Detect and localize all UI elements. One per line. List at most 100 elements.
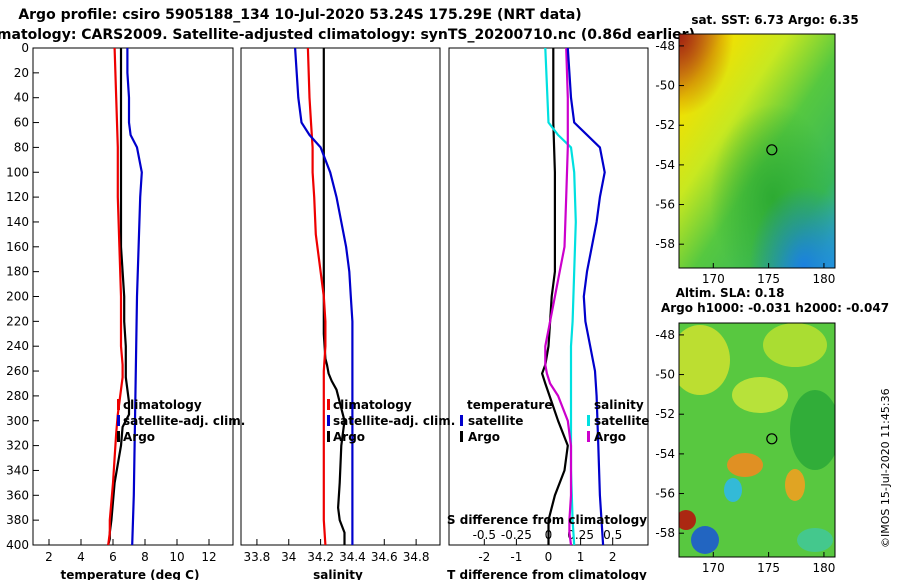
legend-temperature-title: temperature bbox=[467, 398, 552, 412]
y-tick-label: 300 bbox=[6, 414, 29, 428]
y-tick-label: 120 bbox=[6, 190, 29, 204]
legend-argo-swatch bbox=[327, 431, 330, 442]
salinity-legend: climatology satellite-adj. clim. Argo bbox=[327, 398, 455, 444]
difference-top-xlabel: S difference from climatology bbox=[447, 513, 647, 527]
x-tick-label: -2 bbox=[478, 550, 490, 564]
temperature-panel: 0 20 40 60 80 100 120 140 160 180 200 220 240 260 280 3… bbox=[6, 41, 245, 580]
difference-legend-salinity: salinity satellite Argo bbox=[587, 398, 649, 444]
sla-map: Altim. SLA: 0.18 Argo h1000: -0.031 h200… bbox=[655, 286, 889, 575]
legend-climatology-swatch bbox=[117, 399, 120, 410]
series-line bbox=[306, 47, 327, 546]
difference-xlabel: T difference from climatology bbox=[447, 568, 647, 580]
legend-satellite-swatch bbox=[327, 415, 330, 426]
y-tick-label: 240 bbox=[6, 339, 29, 353]
y-tick-label: 360 bbox=[6, 488, 29, 502]
map-x-tick-label: 180 bbox=[812, 561, 835, 575]
map-x-tick-label: 180 bbox=[812, 272, 835, 286]
legend-t-argo-swatch bbox=[460, 431, 463, 442]
temperature-legend: climatology satellite-adj. clim. Argo bbox=[117, 398, 245, 444]
legend-climatology-label: climatology bbox=[123, 398, 202, 412]
x-tick-label: 34.6 bbox=[371, 550, 398, 564]
x-tick-label: 8 bbox=[141, 550, 149, 564]
map-y-tick-label: -54 bbox=[655, 158, 675, 172]
x-tick-label: 0 bbox=[545, 550, 553, 564]
y-tick-label: 40 bbox=[14, 91, 29, 105]
series-line bbox=[540, 48, 569, 545]
legend-s-satellite-swatch bbox=[587, 415, 590, 426]
sst-cool-region bbox=[679, 34, 835, 268]
legend-s-satellite-label: satellite bbox=[594, 414, 649, 428]
x-tick-label: -1 bbox=[510, 550, 522, 564]
x-tick-label: 34.4 bbox=[339, 550, 366, 564]
salinity-plot-frame bbox=[240, 47, 441, 546]
legend-salinity-title: salinity bbox=[594, 398, 644, 412]
sla-map-frame bbox=[678, 322, 836, 558]
map-y-tick-label: -58 bbox=[655, 526, 675, 540]
x-tick-label: 34.2 bbox=[307, 550, 334, 564]
x-tick-label: 1 bbox=[577, 550, 585, 564]
legend-argo-label: Argo bbox=[123, 430, 155, 444]
map-y-tick-label: -54 bbox=[655, 447, 675, 461]
sla-yellow-patch bbox=[679, 325, 730, 395]
salinity-panel: 33.8 34 34.2 34.4 34.6 34.8 salinity climatol… bbox=[240, 47, 455, 580]
y-tick-label: 320 bbox=[6, 439, 29, 453]
y-tick-label: 180 bbox=[6, 265, 29, 279]
series-line bbox=[107, 47, 124, 546]
sla-orange-patch bbox=[727, 453, 763, 477]
title-line-2: Climatology: CARS2009. Satellite-adjuste… bbox=[0, 27, 695, 43]
title-line-1: Argo profile: csiro 5905188_134 10-Jul-2… bbox=[18, 7, 581, 23]
legend-satellite-label: satellite-adj. clim. bbox=[123, 414, 245, 428]
sla-yellow-patch bbox=[763, 323, 827, 367]
legend-t-satellite-swatch bbox=[460, 415, 463, 426]
sla-map-subtitle: Argo h1000: -0.031 h2000: -0.047 bbox=[661, 301, 889, 315]
y-tick-label: 260 bbox=[6, 364, 29, 378]
sla-green-patch bbox=[790, 390, 835, 470]
map-y-tick-label: -48 bbox=[655, 328, 675, 342]
map-x-tick-label: 175 bbox=[757, 272, 780, 286]
imos-timestamp: ©IMOS 15-Jul-2020 11:45:36 bbox=[879, 388, 892, 548]
y-tick-label: 220 bbox=[6, 314, 29, 328]
x-tick-label: 2 bbox=[609, 550, 617, 564]
y-tick-label: 80 bbox=[14, 140, 29, 154]
y-tick-label: 100 bbox=[6, 165, 29, 179]
x-tick-label: 6 bbox=[109, 550, 117, 564]
legend-argo-label: Argo bbox=[333, 430, 365, 444]
map-y-tick-label: -58 bbox=[655, 237, 675, 251]
map-x-tick-label: 170 bbox=[702, 272, 725, 286]
sla-map-title: Altim. SLA: 0.18 bbox=[676, 286, 785, 300]
y-tick-label: 280 bbox=[6, 389, 29, 403]
x-tick-label: 4 bbox=[77, 550, 85, 564]
temperature-plot-frame bbox=[32, 47, 234, 546]
legend-t-argo-label: Argo bbox=[468, 430, 500, 444]
difference-legend-temperature: temperature satellite Argo bbox=[460, 398, 552, 444]
y-tick-label: 400 bbox=[6, 538, 29, 552]
series-line bbox=[322, 48, 346, 545]
y-tick-label: 340 bbox=[6, 463, 29, 477]
sst-map-frame bbox=[678, 33, 836, 269]
y-tick-label: 160 bbox=[6, 240, 29, 254]
y-tick-label: 20 bbox=[14, 66, 29, 80]
argo-location-marker bbox=[766, 433, 778, 445]
map-y-tick-label: -56 bbox=[655, 198, 675, 212]
series-line bbox=[107, 48, 131, 546]
y-tick-label: 140 bbox=[6, 215, 29, 229]
series-line bbox=[294, 47, 354, 545]
sst-map-title: sat. SST: 6.73 Argo: 6.35 bbox=[691, 13, 858, 27]
sla-cyan-patch bbox=[724, 478, 742, 502]
s-tick-label: -0.5 bbox=[473, 528, 496, 542]
series-line bbox=[566, 47, 606, 546]
sla-cyan-patch bbox=[797, 528, 833, 552]
y-tick-label: 60 bbox=[14, 116, 29, 130]
argo-location-marker bbox=[766, 144, 778, 156]
s-tick-label: 0.5 bbox=[603, 528, 622, 542]
map-y-tick-label: -52 bbox=[655, 118, 675, 132]
y-tick-label: 0 bbox=[21, 41, 29, 55]
difference-panel: -2 -1 0 1 2 -0.5 -0.25 0 0.25 0.5 S difference f… bbox=[447, 47, 649, 580]
legend-climatology-swatch bbox=[327, 399, 330, 410]
sla-red-patch bbox=[679, 510, 696, 530]
map-x-tick-label: 175 bbox=[757, 561, 780, 575]
x-tick-label: 10 bbox=[169, 550, 184, 564]
legend-t-satellite-label: satellite bbox=[468, 414, 523, 428]
s-tick-label: -0.25 bbox=[501, 528, 532, 542]
